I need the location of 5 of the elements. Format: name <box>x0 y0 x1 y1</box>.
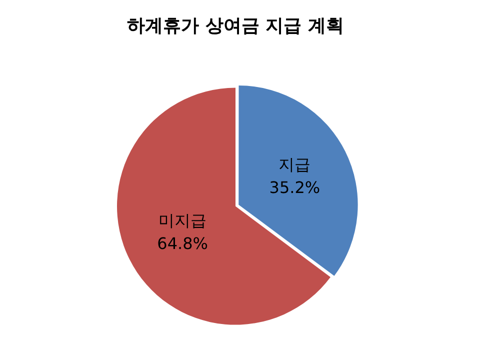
data-label: 64.8% <box>157 234 208 254</box>
slice-label: 미지급 <box>158 211 207 230</box>
chart-title: 하계휴가 상여금 지급 계획 <box>127 15 344 36</box>
data-label: 35.2% <box>269 178 320 197</box>
slice-label: 지급 <box>278 154 311 174</box>
